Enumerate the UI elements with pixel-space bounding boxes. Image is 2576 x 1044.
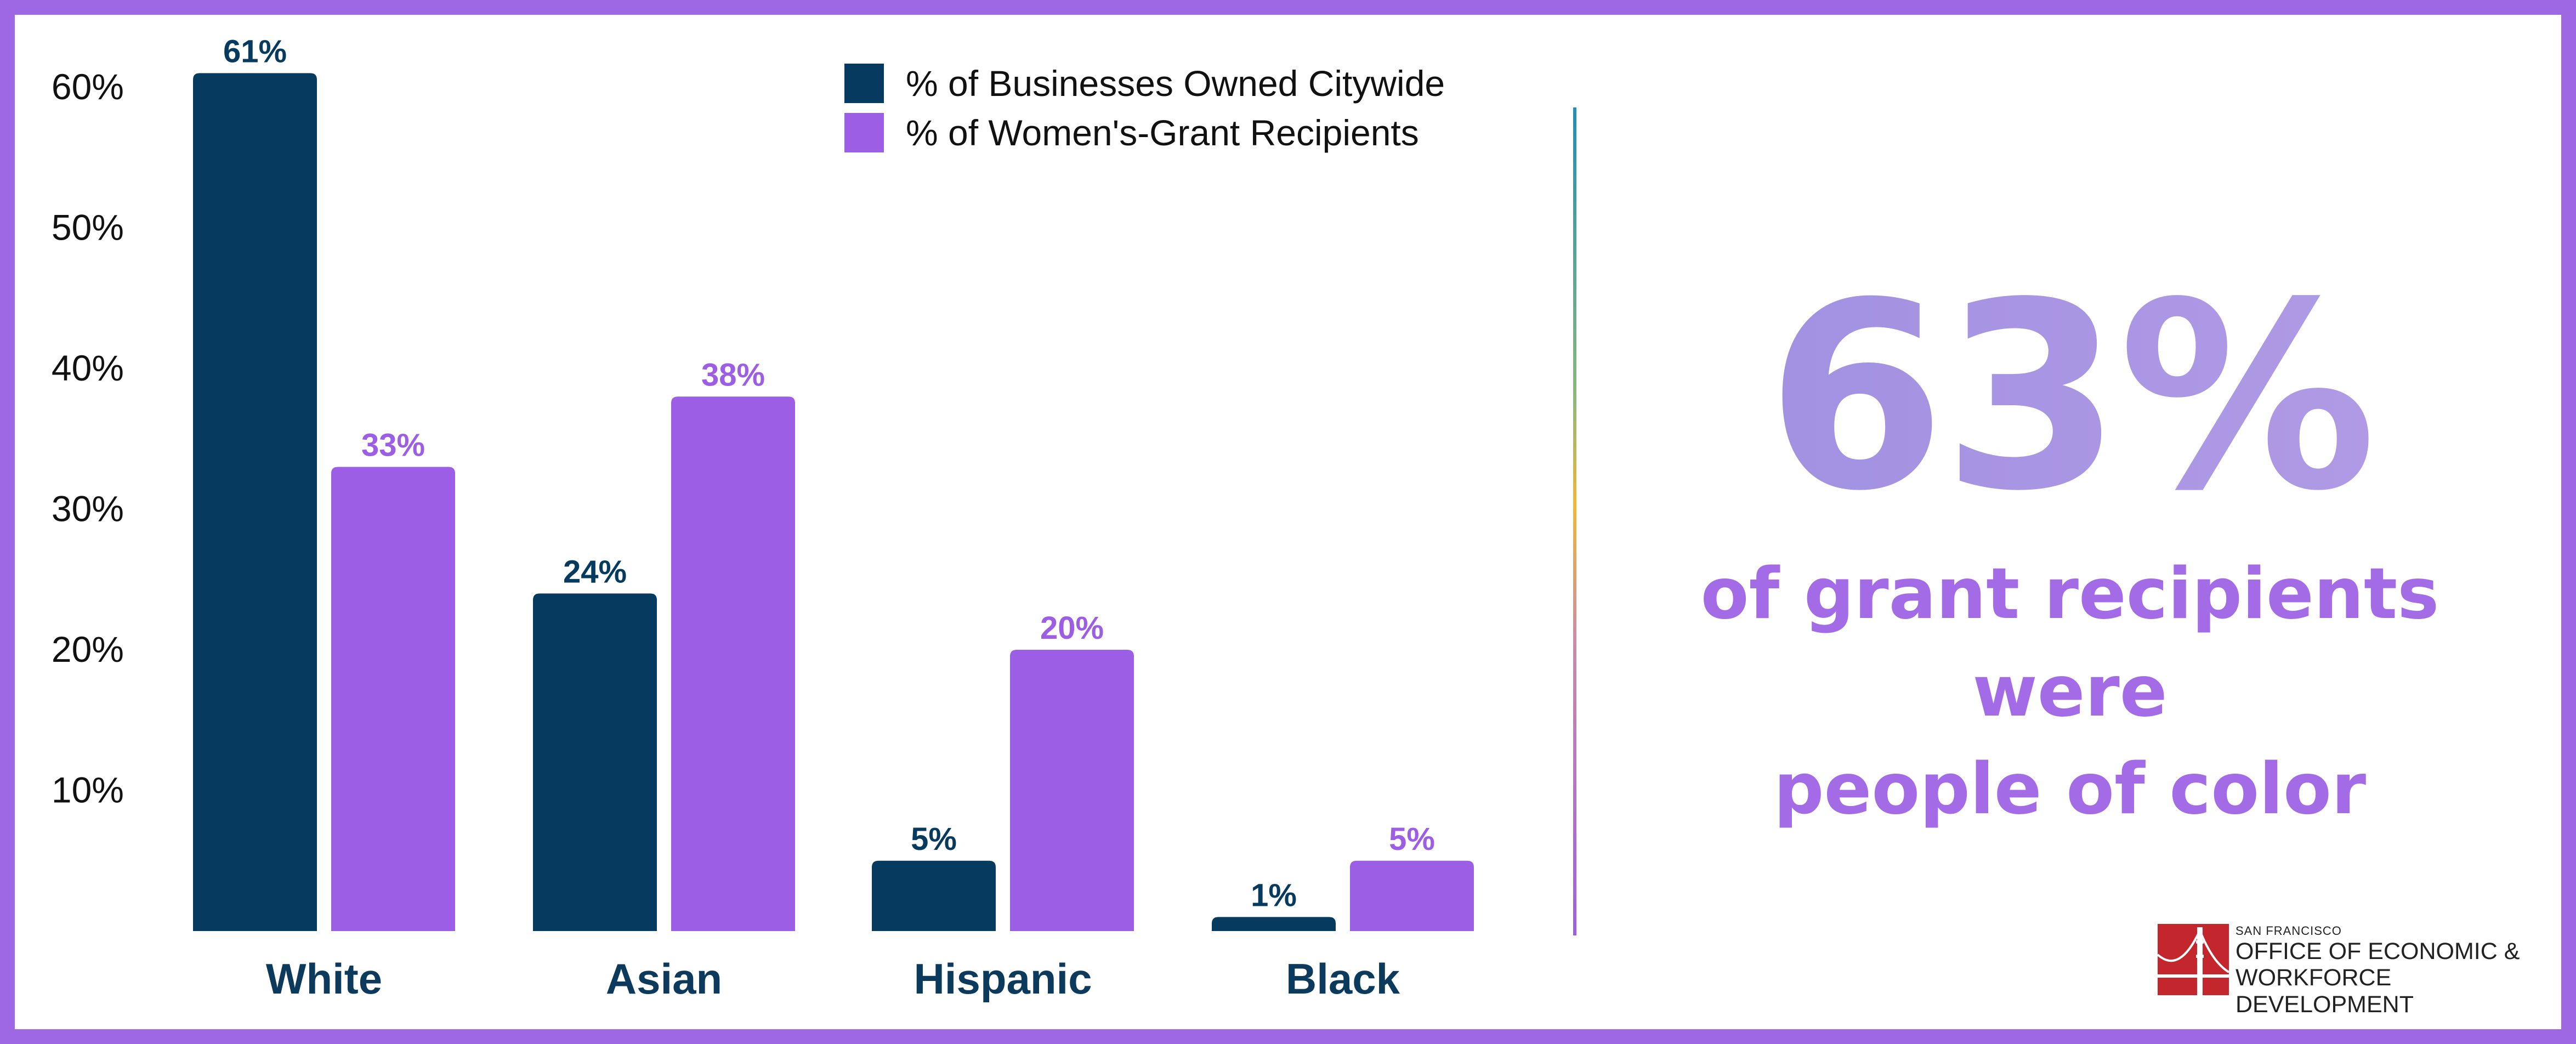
bar-asian-series2: [671, 396, 795, 931]
bar-black-series2: [1350, 860, 1474, 931]
stat-caption-line2: people of color: [1773, 748, 2367, 830]
category-label: White: [266, 955, 382, 1003]
category-label: Hispanic: [913, 955, 1092, 1003]
data-label: 1%: [1251, 877, 1297, 913]
y-tick-label: 50%: [52, 207, 124, 248]
logo-line2: WORKFORCE DEVELOPMENT: [2235, 964, 2414, 1018]
chart-divider-line: [1573, 107, 1576, 935]
bar-white-series2: [331, 467, 455, 931]
data-label: 33%: [361, 428, 425, 463]
logo-small-text: SAN FRANCISCO: [2235, 924, 2342, 938]
legend-label: % of Women's-Grant Recipients: [906, 112, 1419, 153]
legend-swatch: [844, 64, 884, 103]
legend-swatch: [844, 113, 884, 152]
y-tick-label: 20%: [52, 629, 124, 669]
golden-gate-bridge-icon: [2158, 924, 2229, 995]
data-label: 38%: [701, 357, 765, 393]
category-label: Asian: [606, 955, 722, 1003]
bar-black-series1: [1212, 917, 1336, 931]
oewd-logo: SAN FRANCISCO OFFICE OF ECONOMIC & WORKF…: [2158, 924, 2530, 1018]
category-label: Black: [1286, 955, 1400, 1003]
data-label: 5%: [911, 821, 957, 857]
bar-asian-series1: [533, 593, 657, 931]
bar-hispanic-series2: [1010, 650, 1134, 931]
data-label: 5%: [1389, 821, 1435, 857]
data-label: 24%: [563, 554, 627, 589]
y-tick-label: 10%: [52, 770, 124, 810]
big-stat-value: 63%: [1623, 269, 2517, 526]
data-label: 61%: [223, 33, 287, 69]
y-tick-label: 30%: [52, 489, 124, 529]
bar-white-series1: [193, 73, 317, 932]
stat-caption: of grant recipients were people of color: [1612, 546, 2528, 838]
data-label: 20%: [1040, 610, 1104, 646]
y-tick-label: 60%: [52, 66, 124, 107]
bar-hispanic-series1: [872, 860, 996, 931]
stat-caption-line1: of grant recipients were: [1700, 553, 2439, 733]
y-tick-label: 40%: [52, 348, 124, 388]
legend-label: % of Businesses Owned Citywide: [906, 63, 1445, 104]
logo-line1: OFFICE OF ECONOMIC &: [2235, 938, 2520, 964]
